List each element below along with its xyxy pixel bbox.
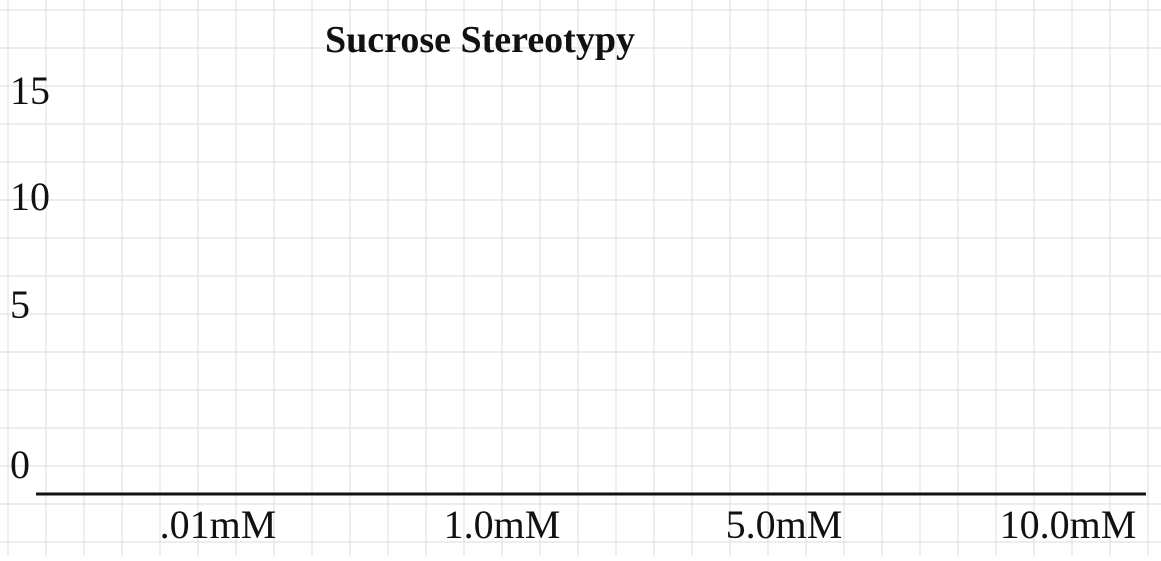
x-tick-label: 10.0mM xyxy=(1000,502,1137,547)
chart-title: Sucrose Stereotypy xyxy=(325,19,635,61)
x-tick-label: 5.0mM xyxy=(726,502,843,547)
x-tick-label: .01mM xyxy=(160,502,277,547)
x-axis-ticks: .01mM 1.0mM 5.0mM 10.0mM xyxy=(160,502,1137,547)
y-axis-ticks: 0 5 10 15 xyxy=(10,68,50,487)
y-tick-label: 15 xyxy=(10,68,50,113)
y-tick-label: 0 xyxy=(10,442,30,487)
y-tick-label: 10 xyxy=(10,174,50,219)
y-tick-label: 5 xyxy=(10,282,30,327)
x-tick-label: 1.0mM xyxy=(444,502,561,547)
